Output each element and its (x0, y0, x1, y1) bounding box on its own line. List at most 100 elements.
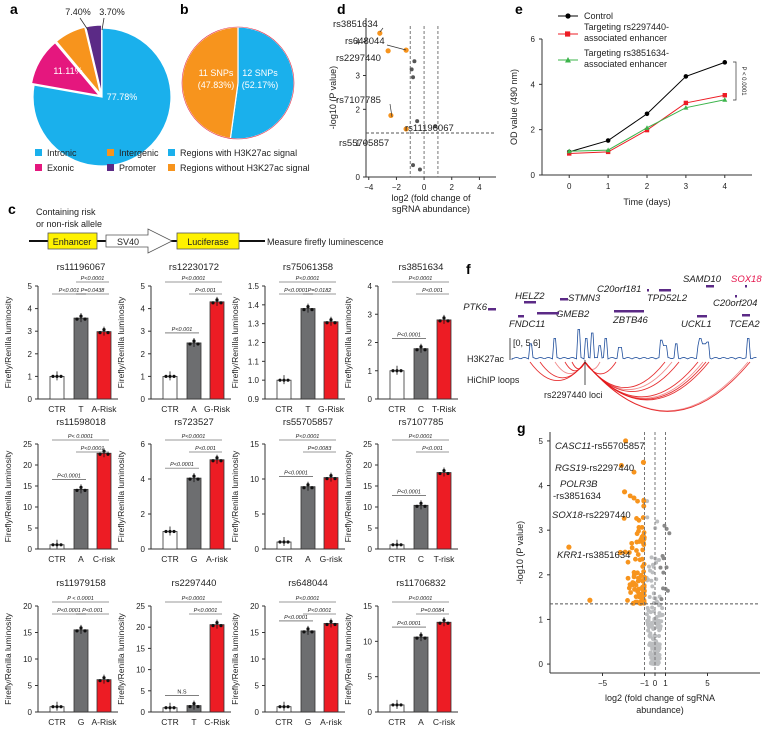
legend-marker (565, 57, 571, 63)
nonsig-point (661, 556, 666, 561)
replicate-point (419, 633, 423, 637)
y-tick-label: 4 (531, 80, 536, 89)
replicate-point (282, 378, 286, 382)
panel-label-g: g (517, 420, 526, 436)
x-axis-label-2: abundance) (636, 705, 684, 715)
gene-label-samd10: SAMD10 (683, 274, 722, 285)
y-tick-label: 15 (136, 644, 145, 653)
nonsig-point (657, 633, 662, 638)
bar-T-risk (436, 472, 452, 550)
subplot-title: rs648044 (288, 578, 328, 589)
rs2297440-label: rs2297440 (336, 53, 381, 64)
labeled-snp-text: RGS19-rs2297440 (555, 463, 634, 474)
replicate-point (219, 459, 223, 463)
y-tick-label: 6 (531, 35, 536, 44)
gene-glyph (706, 285, 714, 288)
snp-id: -rs3851634 (582, 550, 630, 561)
category-label: A-Risk (91, 404, 117, 414)
y-tick-label: 1 (28, 372, 33, 381)
series-point (566, 148, 572, 154)
replicate-point (302, 486, 306, 490)
bar-subplot-rs11196067: rs11196067 0 1 2 3 4 5 Firefly/Renilla luminosi… (3, 262, 118, 414)
leader-line (79, 17, 89, 31)
leader-line (101, 17, 105, 31)
category-label: CTR (48, 717, 65, 727)
nonsig-point (650, 605, 655, 610)
bar-G (300, 630, 316, 713)
data-point (417, 167, 422, 172)
replicate-point (196, 705, 200, 709)
sig-point (629, 545, 635, 551)
bar-A (186, 342, 202, 400)
replicate-point (168, 706, 172, 710)
category-label: CTR (388, 554, 405, 564)
sig-point (631, 570, 637, 575)
p-value-label: P<0.001 (422, 446, 443, 452)
y-tick-label: 1 (356, 139, 361, 148)
replicate-point (79, 485, 83, 489)
y-tick-label: 2 (539, 571, 544, 580)
pie-b-label-without: 11 SNPs (199, 68, 234, 78)
replicate-point (333, 622, 337, 627)
y-tick-label: 0 (28, 395, 33, 404)
y-tick-label: 1.2 (248, 339, 260, 348)
y-tick-label: 1 (539, 615, 544, 624)
replicate-point (446, 471, 450, 476)
replicate-point (98, 679, 102, 683)
bar-A (300, 486, 316, 550)
legend-label: Control (584, 11, 613, 21)
legend-label: Targeting rs2297440- (584, 22, 669, 32)
nonsig-point (657, 626, 662, 631)
y-tick-label: 2 (141, 350, 146, 359)
replicate-point (219, 624, 223, 628)
p-value-label: P<0.0001 (284, 471, 308, 477)
sig-point (641, 583, 647, 588)
nonsig-point (649, 555, 654, 560)
y-tick-label: 20 (363, 461, 372, 470)
y-tick-label: 0 (28, 545, 33, 554)
gene-glyph (697, 315, 707, 318)
p-value-label: P<0.0001 (308, 608, 332, 614)
x-tick-label: 3 (684, 182, 689, 191)
y-tick-label: 0 (368, 708, 373, 717)
pie-b-label-without-pct: (47.83%) (198, 80, 235, 90)
replicate-point (399, 369, 403, 373)
replicate-point (329, 619, 333, 624)
replicate-point (302, 630, 306, 634)
y-tick-label: 10 (136, 666, 145, 675)
track-range-label: [0, 5.6] (513, 338, 541, 348)
bar-C (413, 504, 429, 550)
sig-point (618, 462, 624, 468)
y-tick-label: 5 (255, 510, 260, 519)
bar-G (73, 629, 89, 713)
labeled-point (621, 489, 628, 495)
p-value-label: P < 0.0001 (67, 596, 94, 602)
p-value-label: P<0.0001 (284, 615, 308, 621)
replicate-point (102, 676, 106, 680)
replicate-point (83, 317, 87, 321)
category-label: T (78, 404, 83, 414)
sig-point (637, 539, 642, 544)
panel-label-e: e (515, 1, 523, 17)
legend-swatch (107, 164, 114, 171)
series-point (644, 125, 650, 130)
nonsig-point (646, 577, 651, 582)
significance-bracket (733, 61, 737, 101)
y-tick-label: 5 (28, 682, 33, 691)
sig-point (626, 585, 632, 591)
y-tick-label: 1.1 (248, 357, 260, 366)
category-label: A (78, 554, 84, 564)
bar-C-Risk (209, 624, 225, 713)
gene-name: CASC11 (555, 441, 591, 452)
bar-A-Risk (96, 679, 112, 713)
p-value-label: P<0.0001 (182, 596, 206, 602)
sig-point (622, 549, 628, 555)
y-tick-label: 15 (250, 440, 259, 449)
series-point (683, 100, 689, 106)
replicate-point (75, 317, 79, 321)
pie-a-label-intronic: 77.78% (107, 92, 138, 102)
labeled-snp-text: CASC11-rs55705857 (555, 441, 645, 452)
panel-label-d: d (337, 1, 346, 17)
